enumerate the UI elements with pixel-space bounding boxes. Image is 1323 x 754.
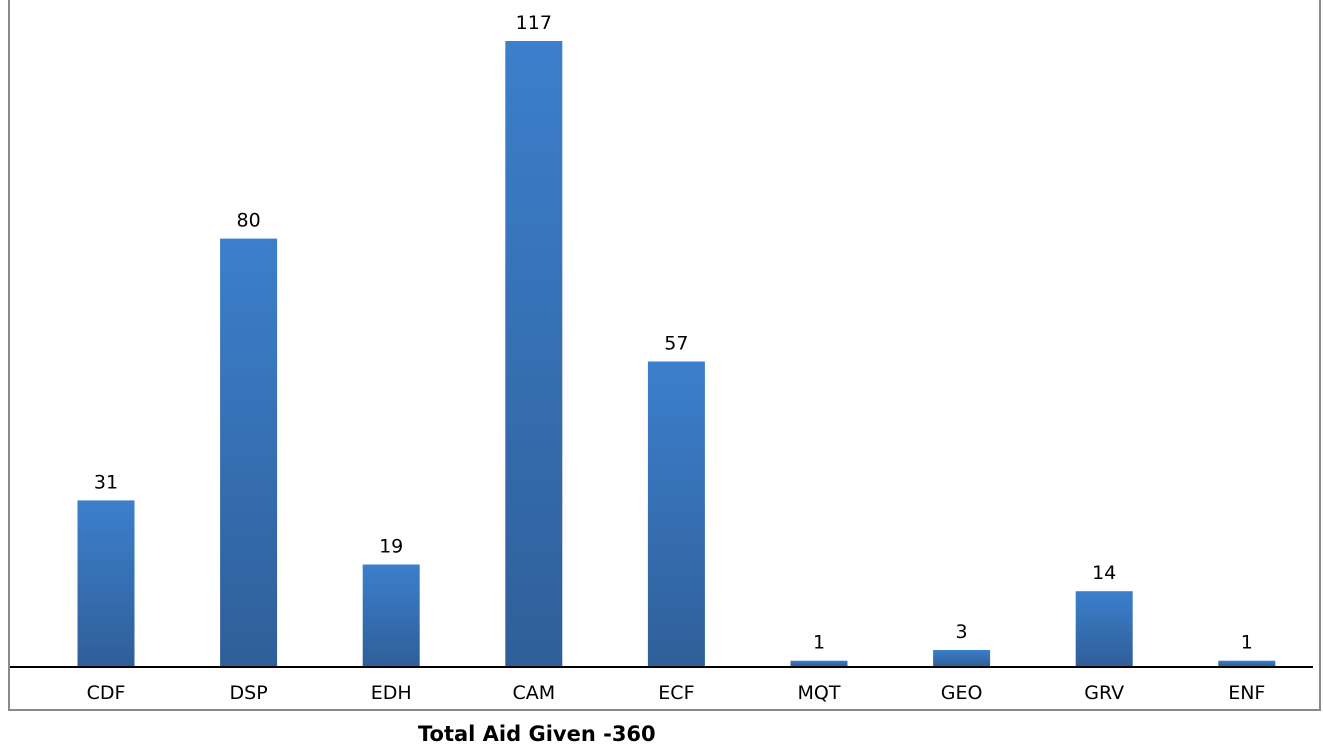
bar-grv (1075, 591, 1133, 666)
x-axis-tick-labels: CDF DSP EDH CAM ECF MQT GEO GRV ENF (87, 682, 1266, 704)
data-label-edh: 19 (379, 536, 403, 558)
bar-cam (505, 41, 563, 666)
data-label-ecf: 57 (664, 333, 688, 355)
x-tick-label-edh: EDH (371, 682, 412, 704)
bar-enf (1218, 660, 1276, 666)
bar-geo (933, 650, 991, 666)
bar-ecf (647, 361, 705, 666)
x-tick-label-cam: CAM (512, 682, 555, 704)
data-labels: 31 80 19 117 57 1 3 14 1 (94, 12, 1253, 654)
x-tick-label-cdf: CDF (87, 682, 126, 704)
x-tick-label-dsp: DSP (230, 682, 268, 704)
bar-mqt (790, 660, 848, 666)
data-label-grv: 14 (1092, 562, 1116, 584)
bar-chart: 31 80 19 117 57 1 3 14 1 CDF DSP EDH CAM ECF MQT GEO GR… (10, 12, 1313, 704)
x-tick-label-enf: ENF (1228, 682, 1265, 704)
data-label-cdf: 31 (94, 471, 118, 493)
x-tick-label-grv: GRV (1084, 682, 1124, 704)
bar-cdf (77, 500, 135, 666)
data-label-dsp: 80 (237, 210, 261, 232)
x-tick-label-mqt: MQT (798, 682, 841, 704)
x-tick-label-geo: GEO (941, 682, 983, 704)
data-label-geo: 3 (956, 621, 968, 643)
chart-caption: Total Aid Given -360 (418, 722, 656, 746)
bar-edh (362, 564, 420, 666)
bar-dsp (220, 238, 278, 666)
data-label-enf: 1 (1241, 632, 1253, 654)
x-tick-label-ecf: ECF (658, 682, 694, 704)
data-label-mqt: 1 (813, 632, 825, 654)
data-label-cam: 117 (516, 12, 552, 34)
bars (77, 41, 1276, 666)
